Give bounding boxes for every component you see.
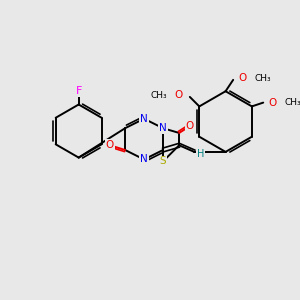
Text: O: O xyxy=(238,73,247,83)
Text: O: O xyxy=(268,98,277,108)
Text: N: N xyxy=(159,123,167,133)
Text: N: N xyxy=(140,114,148,124)
Text: O: O xyxy=(174,90,183,100)
Text: H: H xyxy=(197,149,205,159)
Text: O: O xyxy=(185,121,194,131)
Text: CH₃: CH₃ xyxy=(151,92,167,100)
Text: O: O xyxy=(106,140,114,150)
Text: CH₃: CH₃ xyxy=(284,98,300,107)
Text: F: F xyxy=(76,86,82,96)
Text: S: S xyxy=(160,156,166,167)
Text: N: N xyxy=(140,154,148,164)
Text: CH₃: CH₃ xyxy=(254,74,271,83)
